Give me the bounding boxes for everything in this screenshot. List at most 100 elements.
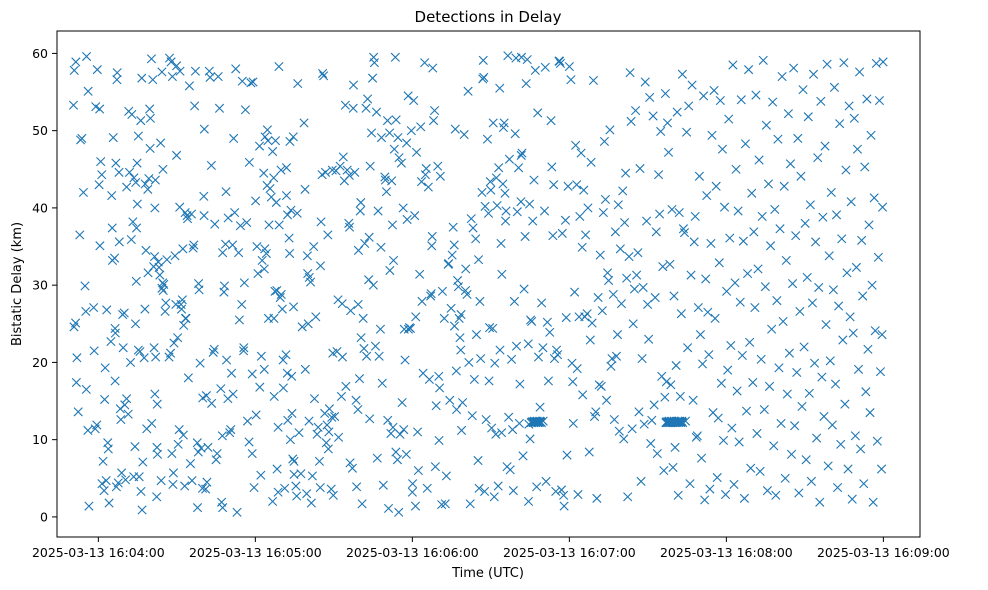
data-point [384, 128, 395, 138]
data-point [259, 264, 269, 274]
data-point [566, 75, 576, 85]
data-point [613, 200, 623, 210]
data-point [416, 177, 427, 187]
data-point [471, 330, 482, 340]
data-point [785, 159, 796, 169]
data-point [528, 216, 538, 226]
data-point [315, 261, 326, 271]
data-point [506, 354, 517, 364]
data-point [73, 407, 83, 417]
data-point [705, 484, 715, 494]
data-point [134, 472, 144, 482]
data-point [694, 171, 704, 181]
data-point [100, 363, 110, 373]
data-point [358, 313, 368, 323]
data-point [336, 391, 347, 401]
data-point [545, 327, 555, 337]
data-point [489, 492, 499, 502]
data-point [269, 173, 279, 183]
data-point [533, 352, 544, 362]
data-point [627, 424, 637, 434]
data-point [237, 76, 247, 86]
data-point [120, 400, 130, 410]
data-point [679, 228, 690, 238]
data-point [586, 157, 596, 167]
data-point [275, 292, 285, 303]
data-point [296, 469, 306, 479]
data-point [168, 468, 179, 478]
data-point [759, 404, 769, 415]
data-point [277, 304, 287, 314]
data-point [274, 220, 284, 230]
data-point [768, 97, 778, 107]
data-point [152, 399, 162, 409]
data-point [582, 309, 592, 319]
data-point [861, 387, 871, 397]
data-point [318, 68, 328, 79]
data-point [137, 505, 147, 515]
data-point [240, 105, 250, 115]
data-point [772, 296, 782, 306]
data-point [523, 496, 534, 507]
data-point [719, 202, 730, 212]
data-point [803, 112, 813, 122]
data-point [725, 233, 735, 243]
data-point [407, 487, 417, 497]
data-point [263, 136, 273, 146]
data-point [852, 144, 863, 154]
data-point [839, 58, 849, 68]
data-point [481, 414, 491, 425]
data-point [192, 438, 202, 448]
data-point [242, 416, 253, 426]
data-point [158, 164, 168, 174]
data-point [686, 270, 696, 280]
data-point [109, 253, 120, 263]
data-point [107, 223, 117, 233]
data-point [660, 392, 670, 402]
data-point [525, 434, 535, 444]
data-point [797, 401, 807, 412]
y-axis-label: Bistatic Delay (km) [10, 222, 25, 346]
data-point [179, 320, 189, 330]
data-point [148, 75, 158, 85]
data-point [765, 241, 776, 251]
data-point [372, 453, 382, 463]
data-point [456, 309, 466, 320]
data-point [125, 357, 136, 367]
data-point [303, 319, 313, 329]
data-point [271, 197, 281, 208]
data-point [388, 422, 398, 432]
data-point [496, 428, 507, 438]
data-point [873, 252, 883, 262]
data-point [259, 168, 269, 178]
data-point [874, 95, 885, 106]
data-point [560, 215, 571, 225]
data-point [130, 319, 141, 329]
data-point [366, 128, 377, 138]
data-point [779, 181, 789, 191]
data-point [281, 163, 292, 173]
data-point [854, 67, 865, 77]
data-point [238, 346, 249, 356]
plot-area: 2025-03-13 16:04:00 2025-03-13 16:05:00 20… [32, 30, 950, 560]
data-point [92, 65, 102, 75]
data-points [68, 51, 888, 517]
data-point [684, 101, 694, 111]
data-point [700, 495, 710, 505]
data-point [219, 281, 230, 291]
data-point [402, 214, 412, 225]
data-point [466, 214, 476, 224]
data-point [745, 337, 755, 347]
data-point [77, 133, 87, 143]
data-point [428, 116, 439, 126]
data-point [348, 80, 359, 90]
data-point [445, 395, 455, 405]
y-tick-label: 50 [32, 123, 48, 138]
data-point [652, 448, 662, 459]
data-point [677, 69, 687, 79]
data-point [695, 330, 706, 340]
data-point [278, 383, 288, 393]
data-point [286, 205, 296, 215]
data-point [690, 211, 700, 221]
data-point [361, 351, 372, 361]
